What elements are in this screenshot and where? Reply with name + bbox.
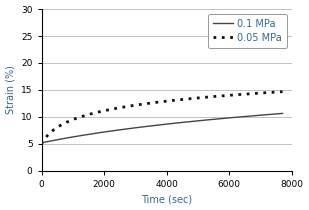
0.1 MPa [52,139,56,142]
X-axis label: Time (sec): Time (sec) [141,194,193,205]
0.05 MPa [157,101,161,103]
0.05 MPa [273,91,277,93]
Line: 0.1 MPa: 0.1 MPa [42,113,282,143]
0.1 MPa [274,113,277,115]
0.1 MPa [150,125,154,127]
0.05 MPa [40,143,44,145]
0.1 MPa [230,116,233,119]
0.1 MPa [40,142,44,144]
0.1 MPa [273,113,277,115]
0.1 MPa [157,124,161,126]
Y-axis label: Strain (%): Strain (%) [6,66,15,114]
0.05 MPa [52,128,56,131]
0.05 MPa [274,91,277,93]
Line: 0.05 MPa: 0.05 MPa [42,92,282,144]
0.05 MPa [230,94,233,96]
Legend: 0.1 MPa, 0.05 MPa: 0.1 MPa, 0.05 MPa [208,14,287,47]
0.05 MPa [150,102,154,104]
0.1 MPa [281,112,284,115]
0.05 MPa [281,90,284,93]
